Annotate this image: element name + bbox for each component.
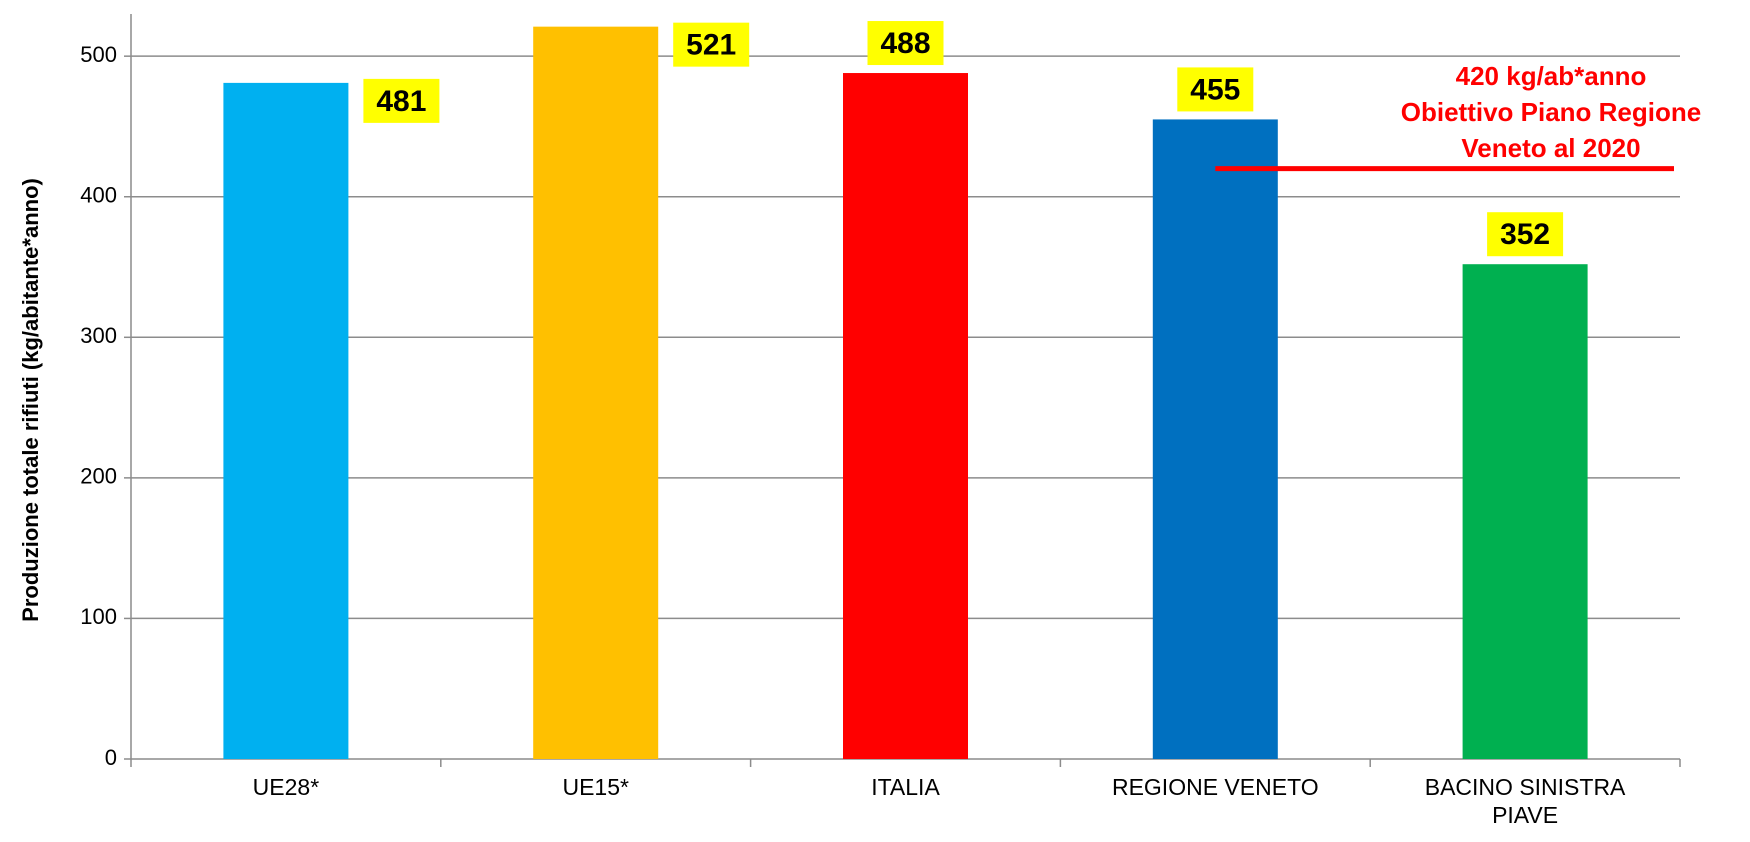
value-label-box <box>673 22 750 67</box>
x-tick-label-box: UE28* <box>252 774 320 800</box>
x-tick-label-box: ITALIA <box>871 774 940 800</box>
x-tick-label-box: BACINO SINISTRA PIAVE <box>1424 774 1626 828</box>
bar <box>533 26 659 760</box>
y-tick-label: 400 <box>80 183 117 208</box>
x-tick-label: UE15* <box>562 774 629 800</box>
x-tick-label: REGIONE VENETO <box>1111 774 1319 800</box>
value-label-box <box>867 21 944 66</box>
value-label: 352 <box>1500 218 1550 251</box>
x-tick-label-box: REGIONE VENETO <box>1111 774 1319 800</box>
y-tick-label: 300 <box>80 323 117 348</box>
y-tick-label: 100 <box>80 604 117 629</box>
value-label-box <box>1177 67 1254 112</box>
y-axis-label: Produzione totale rifiuti (kg/abitante*a… <box>18 178 43 622</box>
reference-label: 420 kg/ab*anno <box>1456 61 1647 91</box>
y-tick-label: 200 <box>80 464 117 489</box>
x-tick-label: BACINO SINISTRA PIAVE <box>1424 774 1626 828</box>
bar <box>1462 264 1588 759</box>
value-label: 488 <box>880 27 930 60</box>
value-label: 481 <box>376 85 426 118</box>
value-label: 521 <box>686 29 736 62</box>
bar <box>843 73 968 760</box>
x-tick-label-box: UE15* <box>562 774 629 800</box>
bar <box>1152 119 1278 759</box>
value-label-box <box>1487 212 1564 257</box>
y-tick-label: 500 <box>80 42 117 67</box>
value-label-box <box>363 78 440 123</box>
reference-label: Veneto al 2020 <box>1461 133 1640 163</box>
value-label: 455 <box>1190 73 1240 106</box>
x-tick-label: ITALIA <box>871 774 940 800</box>
bar <box>223 82 349 759</box>
x-tick-label: UE28* <box>252 774 320 800</box>
reference-label: Obiettivo Piano Regione <box>1401 97 1701 127</box>
y-tick-label: 0 <box>105 745 117 770</box>
